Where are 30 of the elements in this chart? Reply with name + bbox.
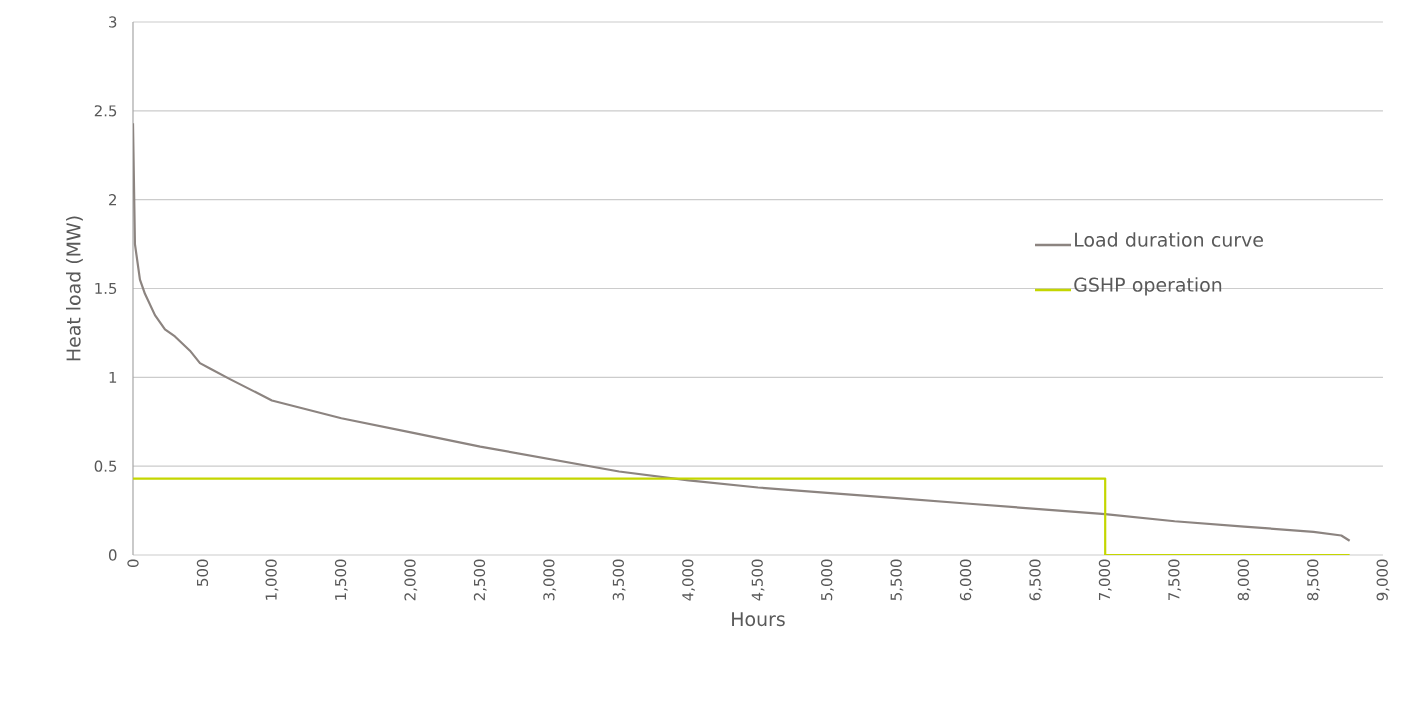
y-tick-label: 2 — [109, 194, 116, 206]
x-tick-label: 4,500 — [751, 559, 765, 601]
x-tick-label: 7,000 — [1098, 559, 1112, 601]
x-tick-label: 5,000 — [821, 559, 834, 601]
x-tick-label: 1,500 — [334, 559, 348, 600]
legend-label: GSHP operation — [1074, 277, 1222, 296]
y-tick-label: 1 — [109, 371, 117, 383]
y-axis-title: Heat load (MW) — [66, 216, 83, 361]
x-tick-label: 3,000 — [543, 559, 557, 601]
x-tick-label: 0 — [127, 559, 139, 568]
x-tick-label: 5,500 — [890, 559, 904, 601]
x-tick-label: 9,000 — [1376, 559, 1390, 601]
y-tick-label: 2.5 — [94, 105, 117, 117]
x-tick-label: 6,500 — [1029, 559, 1043, 601]
x-tick-label: 7,500 — [1168, 559, 1182, 601]
x-axis-title: Hours — [732, 612, 785, 627]
y-tick-label: 0 — [108, 549, 117, 561]
legend-label: Load duration curve — [1075, 232, 1263, 247]
x-tick-label: 500 — [196, 559, 209, 586]
y-tick-label: 3 — [109, 16, 117, 28]
y-tick-label: 1.5 — [95, 282, 117, 295]
x-tick-label: 6,000 — [959, 559, 973, 601]
x-tick-label: 8,500 — [1307, 559, 1320, 601]
x-tick-label: 3,500 — [612, 559, 626, 601]
x-tick-label: 2,500 — [473, 559, 487, 601]
x-tick-label: 4,000 — [682, 559, 695, 601]
y-tick-label: 0.5 — [94, 460, 117, 472]
x-tick-label: 2,000 — [404, 559, 418, 601]
x-tick-label: 8,000 — [1237, 559, 1251, 601]
x-tick-label: 1,000 — [265, 559, 279, 600]
